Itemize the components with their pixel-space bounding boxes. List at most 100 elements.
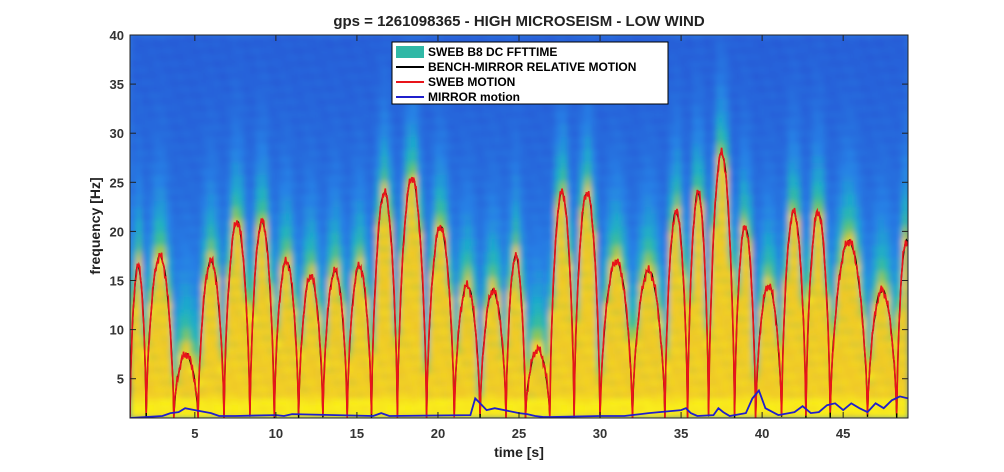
spectrogram-cell (435, 252, 442, 260)
spectrogram-cell (429, 239, 437, 247)
spectrogram-cell (519, 220, 526, 228)
spectrogram-cell (411, 296, 419, 304)
spectrogram-cell (489, 386, 496, 394)
spectrogram-cell (189, 111, 197, 119)
spectrogram-cell (225, 239, 233, 247)
spectrogram-cell (219, 111, 227, 119)
spectrogram-cell (381, 149, 389, 158)
spectrogram-cell (387, 137, 395, 145)
spectrogram-cell (417, 137, 425, 145)
spectrogram-cell (465, 354, 472, 362)
spectrogram-cell (602, 341, 610, 349)
spectrogram-cell (201, 194, 209, 202)
spectrogram-cell (566, 156, 574, 164)
spectrogram-cell (393, 283, 401, 292)
spectrogram-cell (465, 392, 472, 400)
spectrogram-cell (130, 341, 137, 349)
spectrogram-cell (495, 271, 502, 279)
spectrogram-cell (519, 232, 526, 241)
spectrogram-cell (369, 181, 377, 189)
spectrogram-cell (441, 175, 448, 183)
spectrogram-cell (333, 379, 341, 387)
spectrogram-cell (177, 303, 185, 311)
spectrogram-cell (441, 366, 448, 375)
spectrogram-cell (584, 398, 592, 407)
spectrogram-cell (483, 213, 490, 221)
spectrogram-cell (495, 35, 502, 43)
spectrogram-cell (153, 169, 161, 177)
spectrogram-cell (243, 117, 251, 126)
spectrogram-cell (219, 79, 227, 87)
spectrogram-cell (237, 398, 245, 407)
spectrogram-cell (536, 175, 544, 183)
spectrogram-cell (542, 322, 550, 330)
spectrogram-cell (519, 194, 526, 202)
spectrogram-cell (213, 258, 221, 266)
spectrogram-cell (381, 366, 389, 375)
spectrogram-cell (315, 232, 323, 241)
spectrogram-cell (524, 322, 532, 330)
spectrogram-cell (530, 354, 538, 362)
spectrogram-cell (387, 366, 395, 375)
spectrogram-cell (249, 54, 257, 62)
spectrogram-cell (165, 194, 173, 202)
spectrogram-cell (381, 226, 389, 234)
spectrogram-cell (183, 175, 191, 183)
spectrogram-cell (596, 162, 604, 170)
spectrogram-cell (303, 54, 311, 62)
spectrogram-cell (375, 309, 383, 317)
spectrogram-cell (225, 335, 233, 343)
spectrogram-cell (141, 156, 149, 164)
spectrogram-cell (381, 264, 389, 272)
spectrogram-cell (261, 379, 269, 387)
spectrogram-cell (177, 137, 185, 145)
spectrogram-cell (249, 398, 257, 407)
spectrogram-cell (495, 392, 502, 400)
spectrogram-cell (183, 54, 191, 62)
spectrogram-cell (495, 341, 502, 349)
spectrogram-cell (345, 252, 353, 260)
spectrogram-cell (548, 360, 556, 368)
spectrogram-cell (303, 373, 311, 381)
spectrogram-cell (130, 405, 137, 413)
spectrogram-cell (614, 105, 622, 113)
spectrogram-cell (225, 175, 233, 183)
spectrogram-cell (399, 239, 407, 247)
spectrogram-cell (327, 296, 335, 304)
spectrogram-cell (399, 220, 407, 228)
spectrogram-cell (375, 290, 383, 298)
spectrogram-cell (590, 124, 598, 132)
spectrogram-cell (339, 360, 347, 368)
spectrogram-cell (201, 60, 209, 68)
spectrogram-cell (417, 124, 425, 132)
spectrogram-cell (417, 335, 425, 343)
spectrogram-cell (530, 283, 538, 292)
spectrogram-cell (249, 379, 257, 387)
spectrogram-cell (578, 264, 586, 272)
spectrogram-cell (130, 322, 137, 330)
spectrogram-cell (542, 271, 550, 279)
spectrogram-cell (165, 411, 173, 418)
spectrogram-cell (333, 98, 341, 107)
spectrogram-cell (153, 226, 161, 234)
spectrogram-cell (483, 143, 490, 151)
spectrogram-cell (243, 398, 251, 407)
spectrogram-cell (602, 226, 610, 234)
spectrogram-cell (548, 200, 556, 209)
spectrogram-cell (441, 283, 448, 292)
spectrogram-cell (153, 79, 161, 87)
spectrogram-cell (207, 303, 215, 311)
spectrogram-cell (411, 143, 419, 151)
spectrogram-cell (321, 405, 329, 413)
spectrogram-cell (135, 143, 143, 151)
spectrogram-cell (381, 220, 389, 228)
spectrogram-cell (207, 264, 215, 272)
spectrogram-cell (279, 66, 287, 75)
spectrogram-cell (435, 105, 442, 113)
spectrogram-cell (135, 213, 143, 221)
spectrogram-cell (459, 232, 466, 241)
spectrogram-cell (267, 335, 275, 343)
spectrogram-cell (381, 137, 389, 145)
spectrogram-cell (183, 220, 191, 228)
spectrogram-cell (381, 98, 389, 107)
